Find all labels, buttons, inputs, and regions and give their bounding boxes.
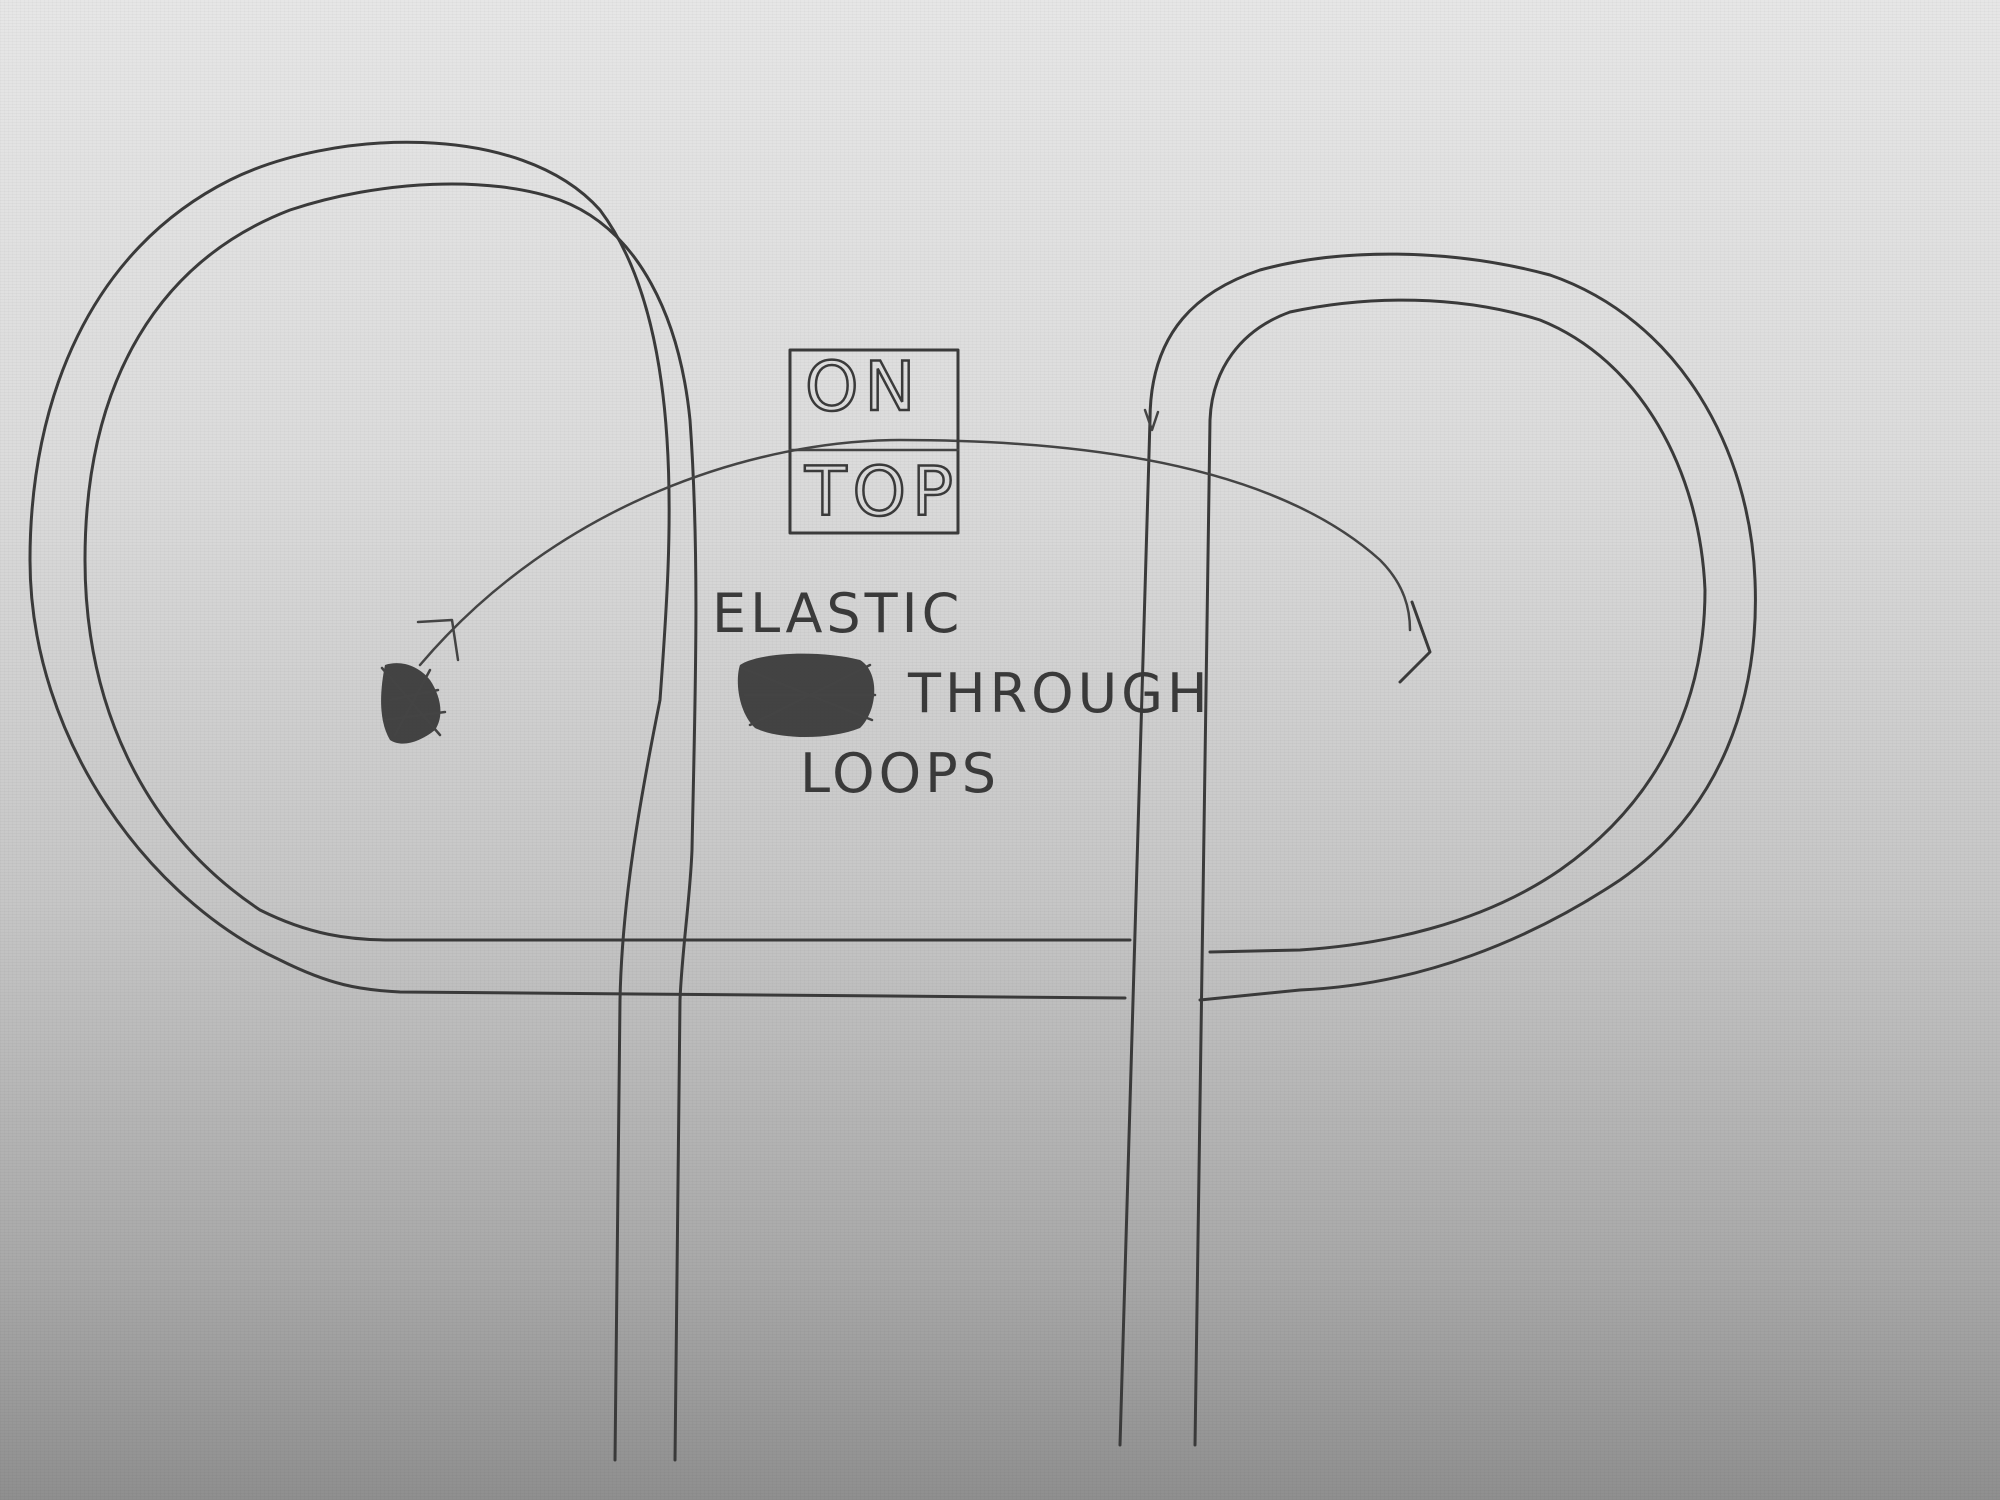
elastic-path-arc (418, 438, 1412, 667)
arc-arrowhead-left (416, 618, 460, 662)
sign-line-on: ON (805, 348, 921, 427)
sign-line-top: TOP (804, 453, 959, 532)
caption-through: THROUGH (907, 662, 1212, 725)
on-top-sign-frame (788, 348, 960, 535)
knot-scribble (380, 663, 447, 744)
left-loop-inner-edge (83, 182, 1132, 1462)
caption-elastic: ELASTIC (712, 582, 963, 645)
right-loop-edge-tick (1143, 408, 1160, 432)
arc-arrowhead-right (1398, 600, 1432, 684)
scribbled-out-word (737, 653, 877, 737)
right-loop-inner-edge (1193, 298, 1707, 1447)
caption-loops: LOOPS (800, 742, 1000, 805)
left-loop-outer-edge (28, 140, 1127, 1462)
right-loop-outer-edge (1118, 252, 1757, 1447)
